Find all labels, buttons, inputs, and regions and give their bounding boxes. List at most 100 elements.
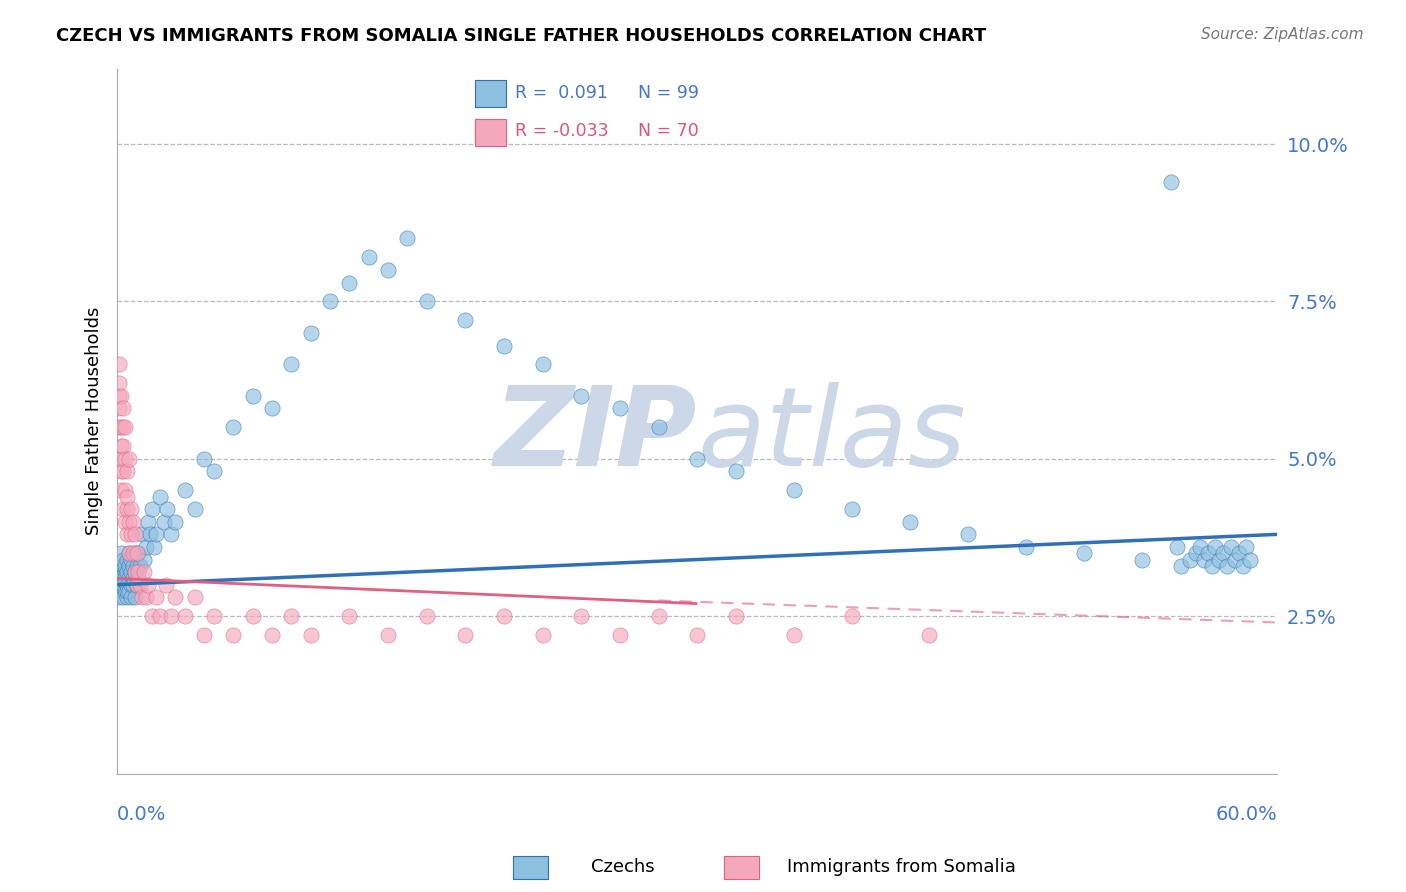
Text: N = 99: N = 99 [638, 84, 699, 102]
Point [111, 552, 134, 566]
Point [145, 527, 167, 541]
Text: Czechs: Czechs [591, 858, 654, 876]
Point [377, 628, 399, 642]
Point [242, 609, 264, 624]
Point [118, 571, 141, 585]
Point [120, 502, 142, 516]
Point [114, 571, 136, 585]
Point [110, 451, 132, 466]
Point [141, 502, 163, 516]
Point [129, 558, 152, 573]
Point [156, 502, 179, 516]
Point [120, 578, 142, 592]
Point [183, 502, 205, 516]
Point [898, 515, 921, 529]
Point [139, 527, 162, 541]
Text: 0.0%: 0.0% [117, 805, 166, 824]
Text: N = 70: N = 70 [638, 122, 699, 140]
Point [202, 609, 225, 624]
Point [1015, 540, 1038, 554]
Point [415, 609, 437, 624]
Point [115, 565, 138, 579]
Point [124, 591, 146, 605]
Point [1227, 546, 1250, 560]
Point [121, 515, 143, 529]
Text: CZECH VS IMMIGRANTS FROM SOMALIA SINGLE FATHER HOUSEHOLDS CORRELATION CHART: CZECH VS IMMIGRANTS FROM SOMALIA SINGLE … [56, 27, 987, 45]
Point [1192, 552, 1215, 566]
Point [193, 451, 215, 466]
Point [173, 483, 195, 498]
Point [202, 464, 225, 478]
Point [111, 401, 134, 416]
Point [120, 591, 142, 605]
Point [127, 546, 149, 560]
Point [115, 552, 138, 566]
Point [145, 591, 167, 605]
Point [1180, 552, 1202, 566]
Point [1170, 558, 1192, 573]
Point [155, 578, 177, 592]
Point [337, 276, 360, 290]
Point [114, 565, 136, 579]
Point [152, 515, 174, 529]
Point [222, 420, 245, 434]
Point [114, 420, 136, 434]
Point [1130, 552, 1153, 566]
Point [110, 439, 132, 453]
Point [111, 558, 134, 573]
Point [260, 628, 283, 642]
Point [118, 558, 141, 573]
Point [118, 451, 141, 466]
Text: R =  0.091: R = 0.091 [515, 84, 607, 102]
Point [647, 420, 669, 434]
Point [531, 358, 554, 372]
Point [841, 502, 863, 516]
Point [454, 313, 477, 327]
Point [1234, 540, 1257, 554]
Point [115, 591, 138, 605]
Point [841, 609, 863, 624]
Bar [475, 119, 506, 146]
Point [1073, 546, 1095, 560]
Point [108, 565, 131, 579]
Point [531, 628, 554, 642]
Point [609, 401, 631, 416]
Point [108, 376, 131, 391]
Point [127, 565, 149, 579]
Point [111, 439, 134, 453]
Point [1197, 546, 1219, 560]
Point [114, 451, 136, 466]
Point [118, 584, 141, 599]
Point [108, 591, 131, 605]
Point [114, 483, 136, 498]
Point [149, 609, 172, 624]
Point [124, 565, 146, 579]
Point [1188, 540, 1211, 554]
Point [108, 358, 131, 372]
Text: 60.0%: 60.0% [1216, 805, 1277, 824]
Text: Immigrants from Somalia: Immigrants from Somalia [787, 858, 1017, 876]
Point [1160, 175, 1182, 189]
Text: Source: ZipAtlas.com: Source: ZipAtlas.com [1201, 27, 1364, 42]
Point [183, 591, 205, 605]
Point [127, 571, 149, 585]
Point [149, 490, 172, 504]
Point [110, 389, 132, 403]
Point [131, 527, 153, 541]
Point [114, 584, 136, 599]
Point [124, 565, 146, 579]
Point [120, 565, 142, 579]
Point [222, 628, 245, 642]
Point [121, 558, 143, 573]
Point [125, 578, 148, 592]
Point [609, 628, 631, 642]
Point [134, 552, 156, 566]
Point [783, 483, 806, 498]
Point [319, 294, 342, 309]
Point [569, 389, 592, 403]
Point [454, 628, 477, 642]
Point [118, 546, 141, 560]
Point [129, 578, 152, 592]
Point [1216, 558, 1239, 573]
Point [115, 584, 138, 599]
